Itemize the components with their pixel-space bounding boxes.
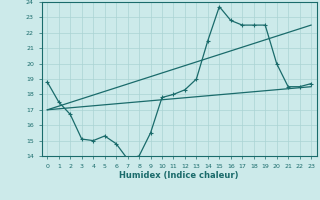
- X-axis label: Humidex (Indice chaleur): Humidex (Indice chaleur): [119, 171, 239, 180]
